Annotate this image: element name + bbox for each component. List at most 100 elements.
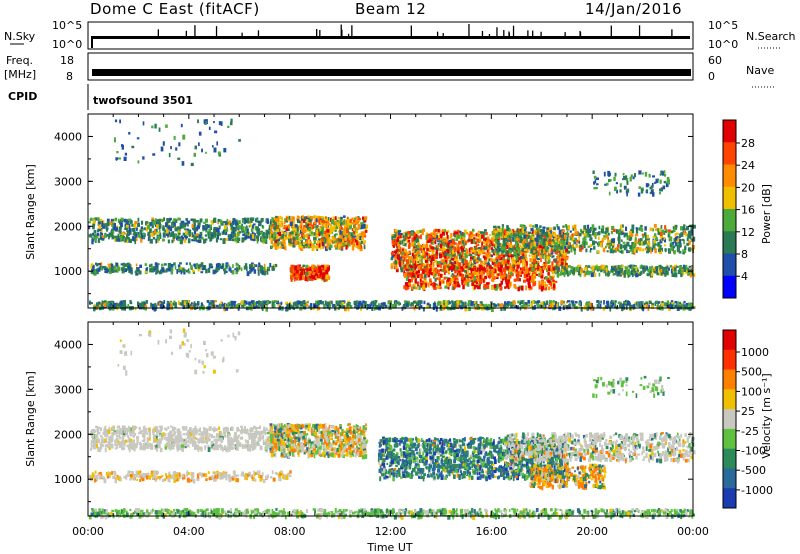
range-cell (549, 276, 553, 281)
range-cell (434, 273, 437, 277)
range-cell (128, 223, 131, 228)
range-cell (531, 276, 534, 282)
range-cell (167, 267, 171, 272)
range-cell (653, 239, 657, 244)
range-cell (117, 238, 121, 242)
range-cell (210, 220, 214, 223)
range-cell (447, 278, 449, 284)
range-cell (407, 285, 410, 290)
range-cell (110, 269, 114, 272)
range-cell (190, 264, 193, 270)
range-cell (333, 303, 337, 307)
range-cell (327, 220, 330, 225)
range-cell (477, 264, 480, 268)
range-cell (323, 220, 327, 223)
range-cell (469, 256, 474, 260)
range-cell (560, 258, 565, 261)
range-cell (332, 303, 336, 308)
range-cell (92, 267, 95, 271)
range-cell (263, 263, 266, 268)
range-cell (183, 270, 186, 275)
range-cell (97, 229, 100, 232)
range-cell (411, 252, 415, 258)
range-cell (96, 217, 100, 221)
range-cell (373, 306, 376, 311)
range-cell (536, 246, 539, 251)
range-cell (692, 306, 695, 310)
range-cell (289, 219, 293, 224)
range-cell (472, 234, 476, 237)
range-cell (500, 260, 503, 264)
range-cell (313, 215, 316, 219)
range-cell (189, 262, 191, 266)
range-cell (454, 286, 456, 289)
range-cell (428, 268, 432, 273)
range-cell (182, 268, 186, 272)
range-cell (403, 266, 407, 270)
range-cell (144, 263, 147, 267)
range-cell (321, 264, 325, 268)
range-cell (136, 301, 140, 307)
range-cell (119, 300, 123, 306)
range-cell (92, 224, 95, 230)
range-cell (219, 263, 221, 269)
range-cell (270, 237, 273, 242)
range-cell (531, 229, 534, 234)
range-cell (455, 265, 458, 271)
range-cell (456, 262, 460, 267)
range-cell (532, 234, 535, 237)
range-cell (326, 227, 331, 231)
range-cell (449, 307, 452, 311)
range-cell (416, 274, 420, 279)
range-cell (297, 304, 300, 308)
range-cell (453, 253, 456, 257)
range-cell (499, 303, 503, 308)
range-cell (477, 282, 480, 288)
range-cell (315, 304, 319, 307)
range-cell (432, 239, 436, 242)
range-cell (619, 302, 622, 308)
range-cell (294, 240, 298, 246)
range-cell (352, 241, 355, 246)
range-cell (390, 264, 394, 270)
range-cell (200, 271, 204, 274)
range-cell (393, 234, 397, 238)
range-cell (130, 220, 133, 224)
range-cell (248, 301, 252, 306)
range-cell (492, 248, 496, 254)
range-cell (623, 304, 626, 309)
range-cell (421, 228, 425, 232)
range-cell (291, 225, 294, 229)
range-cell (506, 245, 509, 249)
range-cell (414, 242, 416, 247)
range-cell (470, 238, 474, 244)
range-cell (470, 268, 474, 274)
range-cell (295, 231, 299, 236)
range-cell (390, 257, 394, 261)
range-cell (314, 215, 317, 220)
range-cell (641, 300, 644, 304)
range-cell (176, 226, 180, 231)
range-cell (405, 282, 409, 286)
range-cell (357, 242, 360, 247)
range-cell (460, 246, 463, 250)
range-cell (299, 306, 303, 311)
range-cell (447, 243, 450, 248)
range-cell (129, 264, 132, 269)
range-cell (289, 244, 293, 247)
station-title: Dome C East (fitACF) (90, 0, 260, 18)
range-cell (453, 230, 457, 233)
range-cell (180, 220, 184, 226)
range-cell (362, 300, 365, 303)
range-cell (153, 306, 156, 312)
range-cell (450, 261, 453, 265)
range-cell (474, 267, 476, 270)
range-cell (360, 231, 364, 236)
range-cell (482, 268, 485, 271)
range-cell (451, 275, 454, 278)
range-cell (116, 266, 121, 272)
range-cell (127, 219, 130, 223)
range-cell (486, 266, 489, 270)
range-cell (401, 239, 405, 245)
range-cell (602, 306, 606, 311)
